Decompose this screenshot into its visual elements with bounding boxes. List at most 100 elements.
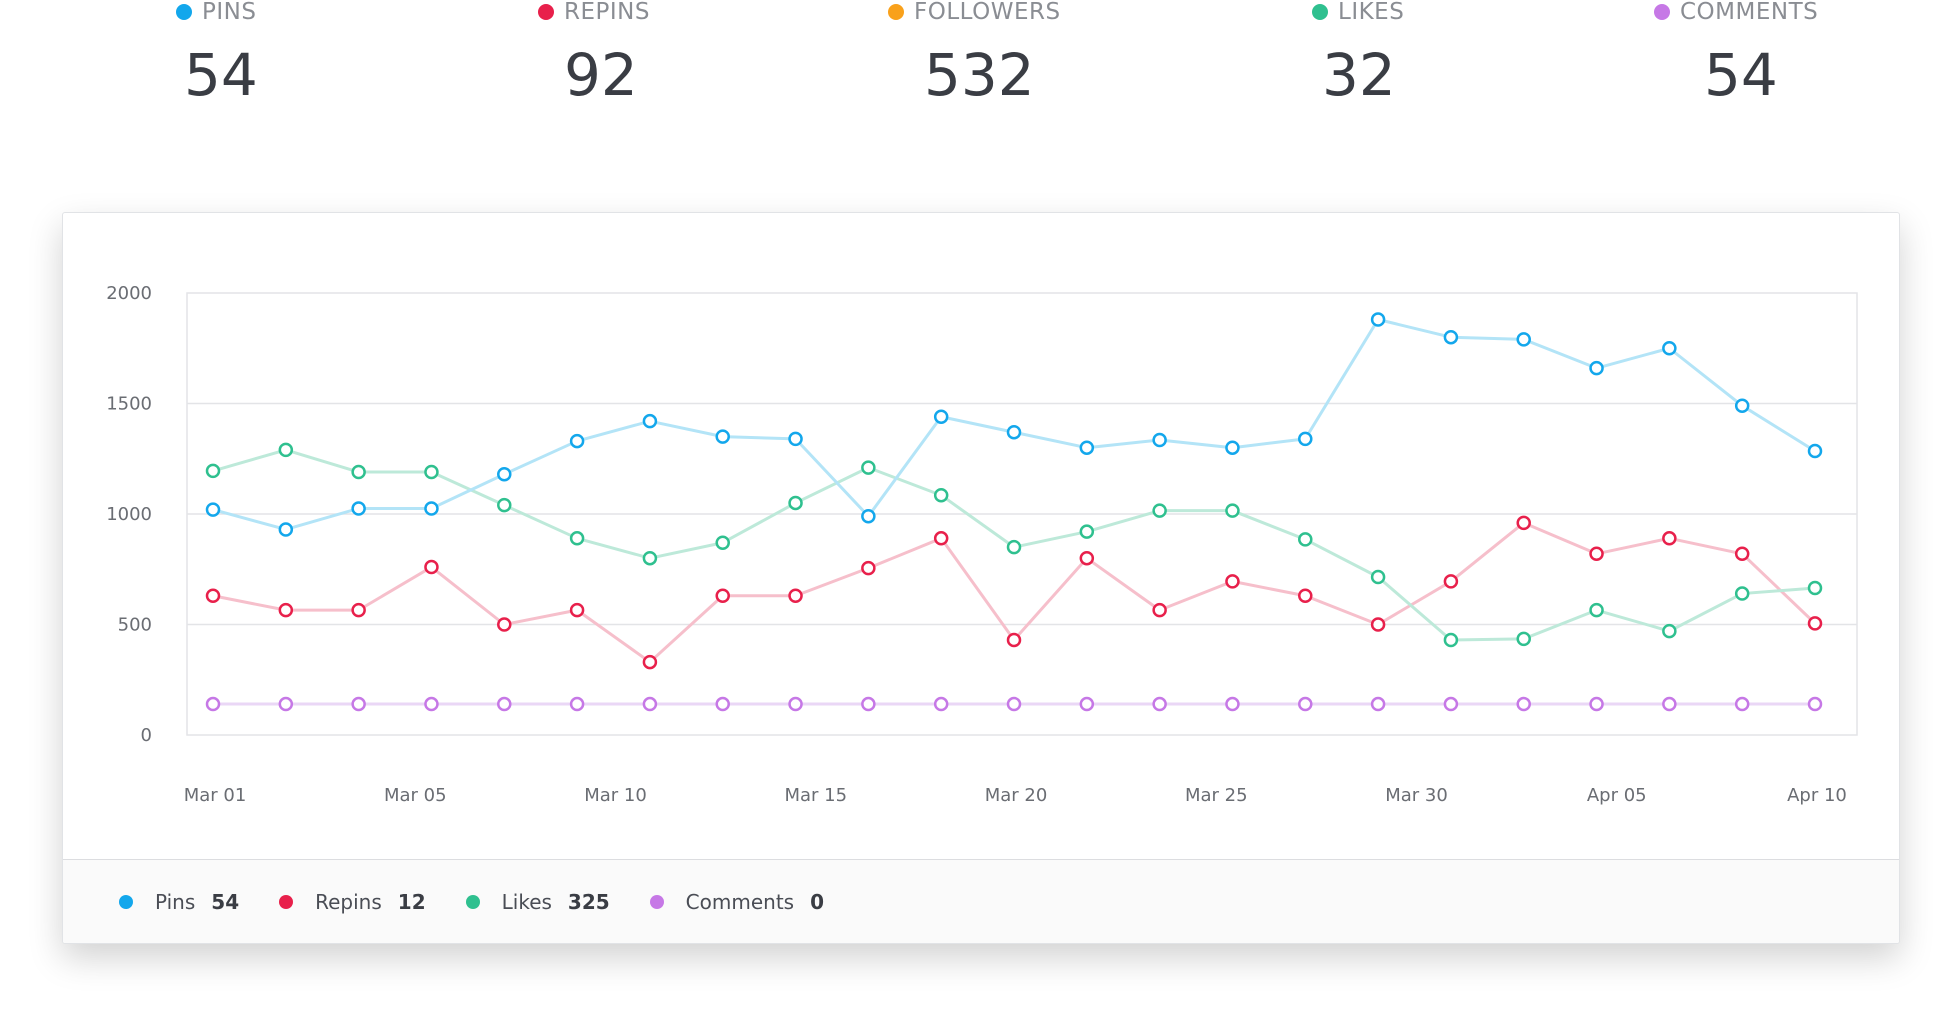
legend-item-repins[interactable]: Repins 12 bbox=[279, 890, 426, 914]
data-point-pins[interactable] bbox=[1443, 329, 1459, 345]
data-point-repins[interactable] bbox=[1006, 632, 1022, 648]
data-point-likes[interactable] bbox=[1298, 532, 1313, 547]
data-point-comments[interactable] bbox=[205, 696, 221, 712]
data-point-pins[interactable] bbox=[1006, 424, 1022, 440]
data-point-pins[interactable] bbox=[1807, 443, 1823, 459]
data-point-pins[interactable] bbox=[1589, 360, 1604, 376]
data-point-comments[interactable] bbox=[642, 696, 658, 712]
data-point-comments[interactable] bbox=[424, 696, 439, 712]
data-point-comments[interactable] bbox=[1589, 696, 1604, 712]
data-point-pins[interactable] bbox=[205, 502, 221, 517]
data-point-repins[interactable] bbox=[351, 602, 366, 618]
data-point-repins[interactable] bbox=[278, 602, 294, 618]
data-point-comments[interactable] bbox=[1370, 696, 1386, 712]
data-point-likes[interactable] bbox=[642, 550, 658, 566]
data-point-repins[interactable] bbox=[1370, 617, 1386, 632]
data-point-comments[interactable] bbox=[861, 696, 876, 712]
data-point-pins[interactable] bbox=[351, 501, 366, 516]
data-point-pins[interactable] bbox=[788, 431, 803, 447]
data-point-repins[interactable] bbox=[1225, 574, 1240, 589]
data-point-repins[interactable] bbox=[1516, 515, 1531, 531]
data-point-repins[interactable] bbox=[933, 531, 949, 546]
data-point-likes[interactable] bbox=[1589, 602, 1604, 618]
data-point-repins[interactable] bbox=[1807, 616, 1823, 631]
data-point-pins[interactable] bbox=[1079, 440, 1095, 455]
data-point-repins[interactable] bbox=[1443, 574, 1459, 589]
data-point-comments[interactable] bbox=[497, 696, 512, 712]
data-point-likes[interactable] bbox=[861, 460, 876, 475]
data-point-comments[interactable] bbox=[788, 696, 803, 712]
data-point-comments[interactable] bbox=[1662, 696, 1677, 712]
data-point-pins[interactable] bbox=[933, 409, 949, 425]
data-point-repins[interactable] bbox=[1734, 546, 1750, 562]
data-point-likes[interactable] bbox=[1807, 580, 1823, 596]
data-point-likes[interactable] bbox=[933, 487, 949, 503]
data-point-comments[interactable] bbox=[933, 696, 949, 712]
data-point-pins[interactable] bbox=[861, 508, 876, 524]
data-point-comments[interactable] bbox=[1807, 696, 1823, 712]
data-point-pins[interactable] bbox=[1152, 432, 1167, 448]
data-point-repins[interactable] bbox=[424, 559, 439, 575]
x-tick-label: Mar 15 bbox=[784, 785, 847, 806]
data-point-pins[interactable] bbox=[497, 466, 512, 482]
data-point-likes[interactable] bbox=[1079, 524, 1095, 539]
data-point-repins[interactable] bbox=[1152, 602, 1167, 618]
data-point-repins[interactable] bbox=[1298, 588, 1313, 604]
data-point-comments[interactable] bbox=[278, 696, 294, 712]
data-point-pins[interactable] bbox=[1370, 312, 1386, 327]
data-point-likes[interactable] bbox=[1152, 503, 1167, 518]
data-point-pins[interactable] bbox=[642, 413, 658, 429]
legend-item-likes[interactable]: Likes 325 bbox=[465, 890, 610, 914]
data-point-repins[interactable] bbox=[642, 654, 658, 670]
data-point-likes[interactable] bbox=[424, 464, 439, 480]
data-point-repins[interactable] bbox=[1079, 550, 1095, 566]
data-point-likes[interactable] bbox=[1225, 503, 1240, 518]
data-point-likes[interactable] bbox=[1662, 623, 1677, 639]
data-point-repins[interactable] bbox=[1662, 531, 1677, 546]
data-point-comments[interactable] bbox=[1006, 696, 1022, 712]
data-point-comments[interactable] bbox=[1079, 696, 1095, 712]
data-point-likes[interactable] bbox=[1006, 539, 1022, 555]
data-point-repins[interactable] bbox=[497, 617, 512, 632]
data-point-likes[interactable] bbox=[205, 463, 221, 479]
data-point-likes[interactable] bbox=[497, 497, 512, 513]
data-point-repins[interactable] bbox=[861, 560, 876, 576]
data-point-pins[interactable] bbox=[1298, 431, 1313, 447]
data-point-pins[interactable] bbox=[569, 433, 585, 449]
data-point-pins[interactable] bbox=[1225, 440, 1240, 455]
data-point-comments[interactable] bbox=[1443, 696, 1459, 712]
data-point-comments[interactable] bbox=[1298, 696, 1313, 712]
data-point-pins[interactable] bbox=[1516, 332, 1531, 347]
data-point-repins[interactable] bbox=[715, 588, 730, 604]
data-point-pins[interactable] bbox=[1662, 341, 1677, 356]
data-point-comments[interactable] bbox=[569, 696, 585, 712]
data-point-repins[interactable] bbox=[788, 588, 803, 604]
y-tick-label: 500 bbox=[118, 615, 152, 636]
legend-item-pins[interactable]: Pins 54 bbox=[119, 890, 239, 914]
data-point-pins[interactable] bbox=[278, 522, 294, 537]
data-point-comments[interactable] bbox=[351, 696, 366, 712]
data-point-likes[interactable] bbox=[715, 535, 730, 550]
data-point-likes[interactable] bbox=[351, 464, 366, 480]
data-point-repins[interactable] bbox=[569, 602, 585, 618]
data-point-repins[interactable] bbox=[1589, 546, 1604, 562]
data-point-pins[interactable] bbox=[1734, 398, 1750, 413]
data-point-comments[interactable] bbox=[1734, 696, 1750, 712]
data-point-comments[interactable] bbox=[1225, 696, 1240, 712]
data-point-likes[interactable] bbox=[1516, 631, 1531, 647]
data-point-likes[interactable] bbox=[278, 442, 294, 458]
data-point-likes[interactable] bbox=[1734, 586, 1750, 601]
data-point-comments[interactable] bbox=[1516, 696, 1531, 712]
data-point-comments[interactable] bbox=[1152, 696, 1167, 712]
pins-legend-dot-icon bbox=[119, 894, 133, 909]
data-point-likes[interactable] bbox=[569, 531, 585, 546]
legend-item-comments[interactable]: Comments 0 bbox=[649, 890, 824, 914]
x-tick-label: Mar 01 bbox=[184, 785, 247, 806]
data-point-repins[interactable] bbox=[205, 588, 221, 604]
data-point-likes[interactable] bbox=[1443, 632, 1459, 648]
data-point-pins[interactable] bbox=[424, 501, 439, 516]
data-point-likes[interactable] bbox=[1370, 569, 1386, 585]
data-point-likes[interactable] bbox=[788, 495, 803, 511]
data-point-pins[interactable] bbox=[715, 429, 730, 444]
data-point-comments[interactable] bbox=[715, 696, 730, 712]
